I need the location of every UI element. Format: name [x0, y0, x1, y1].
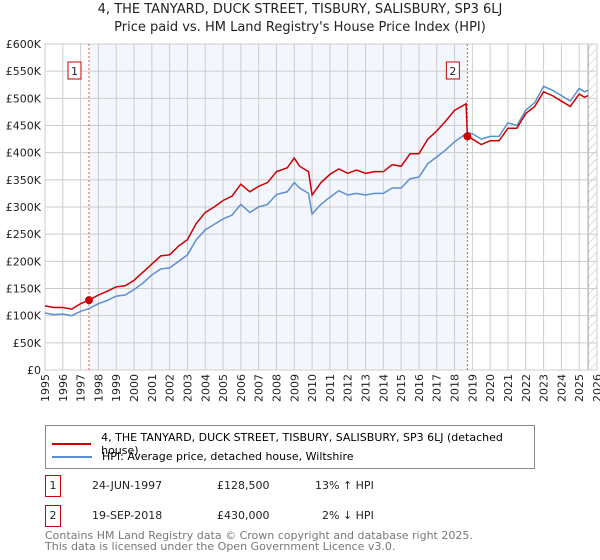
x-tick-label: 2003: [181, 374, 194, 402]
x-tick-label: 2008: [270, 374, 283, 402]
chart-title: 4, THE TANYARD, DUCK STREET, TISBURY, SA…: [97, 2, 503, 17]
sale-price: £430,000: [217, 509, 270, 522]
x-tick-label: 1996: [57, 374, 70, 402]
x-tick-label: 2013: [360, 374, 373, 402]
x-tick-label: 2019: [466, 374, 479, 402]
plot-area: £0 £50K £100K £150K £200K £250K £300K £350K £400…: [6, 38, 600, 402]
x-tick-label: 2017: [431, 374, 444, 402]
x-tick-label: 2000: [128, 374, 141, 402]
y-tick-label: £350K: [6, 174, 42, 187]
y-tick-label: £150K: [6, 283, 42, 296]
sale-point: [463, 132, 472, 141]
y-tick-label: £0: [27, 364, 41, 377]
sale-date: 19-SEP-2018: [92, 509, 163, 522]
x-tick-label: 2002: [164, 374, 177, 402]
x-tick-label: 2018: [449, 374, 462, 402]
x-tick-label: 1998: [92, 374, 105, 402]
sale-row-1: 1 24-JUN-1997 £128,500 13% ↑ HPI: [45, 475, 445, 497]
footer-line-1: Contains HM Land Registry data © Crown c…: [45, 529, 473, 542]
sale-label: 2: [449, 65, 456, 78]
x-tick-label: 2006: [235, 374, 248, 402]
x-tick-label: 2023: [538, 374, 551, 402]
price-line: [44, 90, 589, 310]
x-tick-label: 2014: [377, 374, 390, 402]
x-tick-label: 2007: [253, 374, 266, 402]
sale-price: £128,500: [217, 479, 270, 492]
x-tick-label: 2022: [520, 374, 533, 402]
sale-label: 1: [71, 65, 78, 78]
x-tick-label: 2015: [395, 374, 408, 402]
x-tick-label: 2020: [484, 374, 497, 402]
x-tick-label: 2025: [573, 374, 586, 402]
footer-line-2: This data is licensed under the Open Gov…: [45, 540, 396, 553]
legend: 4, THE TANYARD, DUCK STREET, TISBURY, SA…: [45, 425, 535, 469]
y-tick-label: £100K: [6, 310, 42, 323]
x-tick-label: 2011: [324, 374, 337, 402]
sale-label-box: [445, 61, 460, 80]
x-tick-label: 2010: [306, 374, 319, 402]
sale-date: 24-JUN-1997: [92, 479, 163, 492]
x-tick-label: 1997: [75, 374, 88, 402]
y-tick-label: £600K: [6, 38, 42, 51]
y-tick-label: £450K: [6, 120, 42, 133]
footer: Contains HM Land Registry data © Crown c…: [45, 530, 473, 552]
x-tick-label: 2024: [555, 374, 568, 402]
y-tick-label: £400K: [6, 147, 42, 160]
sale-label-box: [67, 61, 82, 80]
x-tick-label: 1999: [110, 374, 123, 402]
x-tick-label: 2016: [413, 374, 426, 402]
legend-label-property: 4, THE TANYARD, DUCK STREET, TISBURY, SA…: [101, 431, 503, 457]
y-tick-label: £250K: [6, 228, 42, 241]
plot-frame: [44, 43, 598, 371]
hpi-line: [44, 85, 589, 317]
sale-marker-box: 1: [45, 475, 61, 497]
x-tick-label: 1995: [39, 374, 52, 402]
legend-swatch-property: [52, 443, 92, 445]
x-tick-label: 2009: [288, 374, 301, 402]
legend-swatch-hpi: [52, 455, 92, 458]
x-tick-label: 2005: [217, 374, 230, 402]
x-tick-label: 2004: [199, 374, 212, 402]
sale-marker-box: 2: [45, 505, 61, 527]
x-tick-label: 2012: [342, 374, 355, 402]
x-tick-label: 2001: [146, 374, 159, 402]
y-tick-label: £300K: [6, 201, 42, 214]
legend-label-hpi: HPI: Average price, detached house, Wilt…: [102, 450, 354, 463]
sale-point: [84, 296, 93, 305]
x-tick-label: 2026: [591, 374, 600, 402]
sale-hpi-diff: 13% ↑ HPI: [315, 479, 374, 492]
x-tick-label: 2021: [502, 374, 515, 402]
y-tick-label: £200K: [6, 255, 42, 268]
y-tick-label: £500K: [6, 92, 42, 105]
y-tick-label: £550K: [6, 65, 42, 78]
chart-subtitle: Price paid vs. HM Land Registry's House …: [114, 20, 486, 35]
y-tick-label: £50K: [13, 337, 42, 350]
sale-hpi-diff: 2% ↓ HPI: [322, 509, 374, 522]
sale-row-2: 2 19-SEP-2018 £430,000 2% ↓ HPI: [45, 505, 445, 527]
